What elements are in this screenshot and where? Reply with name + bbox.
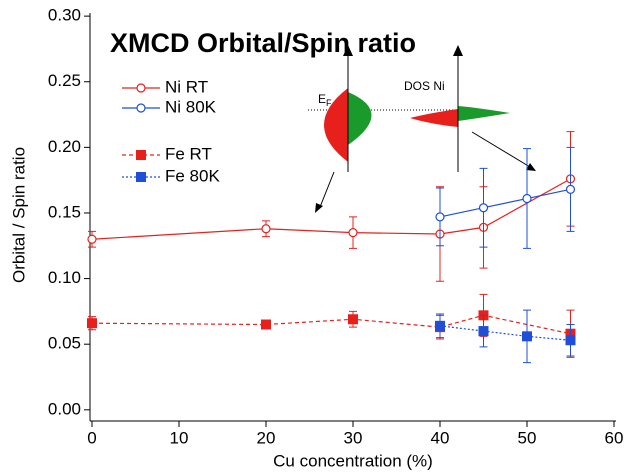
series-line bbox=[439, 188, 571, 218]
x-tick-label: 60 bbox=[605, 428, 624, 447]
series-line bbox=[439, 325, 571, 341]
arrowhead bbox=[343, 45, 353, 56]
legend-marker bbox=[136, 103, 146, 113]
arrowhead bbox=[315, 203, 323, 213]
point bbox=[348, 314, 358, 325]
legend-marker bbox=[136, 150, 146, 160]
legend-marker bbox=[136, 83, 146, 93]
y-tick-label: 0.10 bbox=[48, 268, 81, 287]
x-tick-label: 10 bbox=[170, 428, 189, 447]
point bbox=[348, 228, 358, 238]
annotation: F bbox=[326, 98, 332, 108]
series-line bbox=[91, 178, 571, 240]
annotation: DOS Ni bbox=[404, 79, 445, 93]
x-tick-label: 30 bbox=[344, 428, 363, 447]
annotation: E bbox=[318, 92, 326, 106]
point bbox=[435, 320, 445, 331]
x-tick-label: 50 bbox=[518, 428, 537, 447]
legend-marker bbox=[136, 172, 146, 182]
point bbox=[522, 331, 532, 342]
point bbox=[87, 318, 97, 329]
point bbox=[522, 193, 532, 204]
x-tick-label: 0 bbox=[87, 428, 96, 447]
point bbox=[478, 326, 489, 337]
point bbox=[565, 335, 576, 346]
y-tick-label: 0.00 bbox=[48, 399, 81, 418]
y-tick-label: 0.15 bbox=[48, 202, 81, 221]
dos-down bbox=[324, 88, 348, 162]
legend-label: Ni 80K bbox=[165, 97, 217, 116]
point bbox=[478, 203, 489, 213]
annotation: EF bbox=[318, 92, 332, 108]
legend-label: Fe 80K bbox=[165, 166, 220, 185]
point bbox=[87, 234, 97, 244]
y-tick-label: 0.30 bbox=[48, 6, 81, 25]
dos-up bbox=[348, 92, 372, 145]
y-axis-label: Orbital / Spin ratio bbox=[9, 147, 28, 283]
legend-label: Fe RT bbox=[165, 144, 212, 163]
dos-down bbox=[410, 109, 458, 127]
arrowhead bbox=[526, 163, 536, 171]
legend-label: Ni RT bbox=[165, 77, 208, 96]
y-tick-label: 0.05 bbox=[48, 334, 81, 353]
point bbox=[435, 212, 445, 222]
dos-sketch bbox=[308, 45, 536, 213]
y-tick-label: 0.25 bbox=[48, 71, 81, 90]
x-tick-label: 40 bbox=[431, 428, 450, 447]
x-axis-label: Cu concentration (%) bbox=[273, 451, 433, 470]
y-tick-label: 0.20 bbox=[48, 137, 81, 156]
point bbox=[261, 319, 271, 330]
pointer bbox=[319, 171, 335, 208]
x-tick-label: 20 bbox=[257, 428, 276, 447]
dos-up bbox=[458, 106, 510, 121]
chart-title: XMCD Orbital/Spin ratio bbox=[110, 28, 416, 58]
arrowhead bbox=[453, 45, 463, 56]
pointer bbox=[471, 131, 531, 168]
point bbox=[565, 184, 576, 194]
point bbox=[261, 224, 271, 234]
series-line bbox=[91, 314, 571, 335]
